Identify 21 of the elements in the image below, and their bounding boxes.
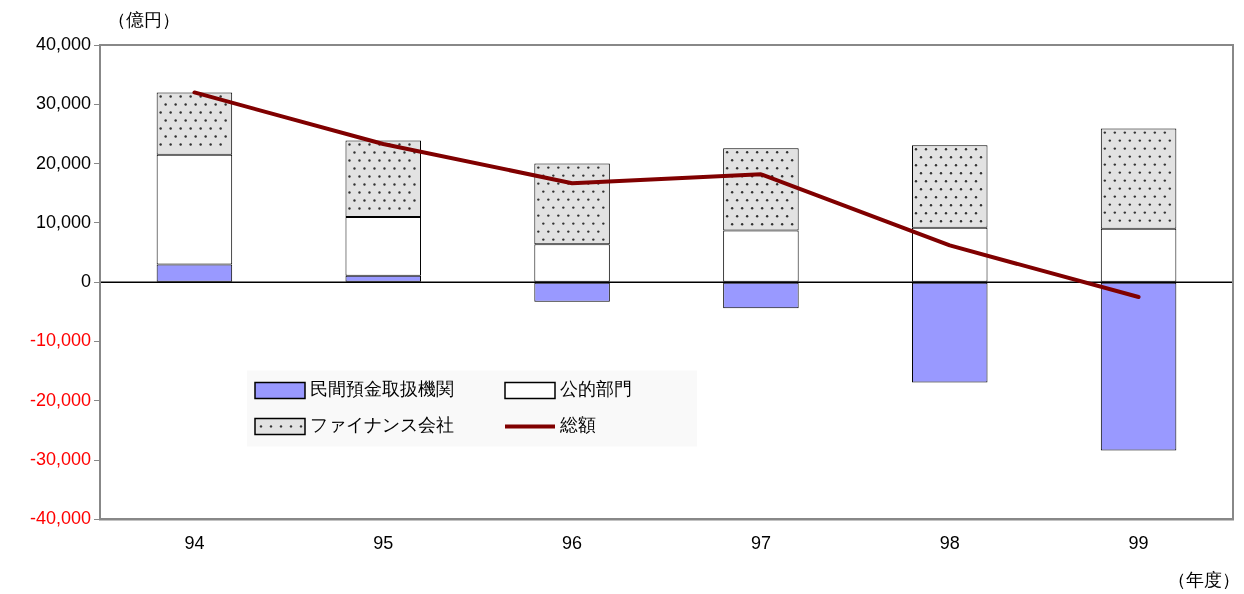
x-axis-title: （年度） [1168, 569, 1240, 592]
y-tick-label: 0 [80, 271, 91, 292]
x-tick-label: 98 [939, 533, 960, 554]
legend-label: 民間預金取扱機関 [310, 378, 454, 400]
y-tick-label: -40,000 [29, 508, 91, 529]
x-tick-label: 99 [1128, 533, 1149, 554]
legend-label: ファイナンス会社 [310, 414, 454, 436]
y-tick-label: 40,000 [35, 33, 91, 54]
y-tick-label: -20,000 [29, 389, 91, 410]
legend-label: 公的部門 [560, 378, 632, 400]
legend-label: 総額 [559, 414, 596, 436]
y-tick-label: -10,000 [29, 330, 91, 351]
x-tick-label: 97 [750, 533, 771, 554]
x-tick-label: 94 [184, 533, 205, 554]
y-tick-label: 30,000 [35, 93, 91, 114]
y-tick-label: -30,000 [29, 449, 91, 470]
y-axis-title: （億円） [108, 9, 180, 32]
y-tick-label: 20,000 [35, 152, 91, 173]
x-tick-label: 95 [373, 533, 394, 554]
x-tick-label: 96 [562, 533, 583, 554]
y-tick-label: 10,000 [35, 211, 91, 232]
